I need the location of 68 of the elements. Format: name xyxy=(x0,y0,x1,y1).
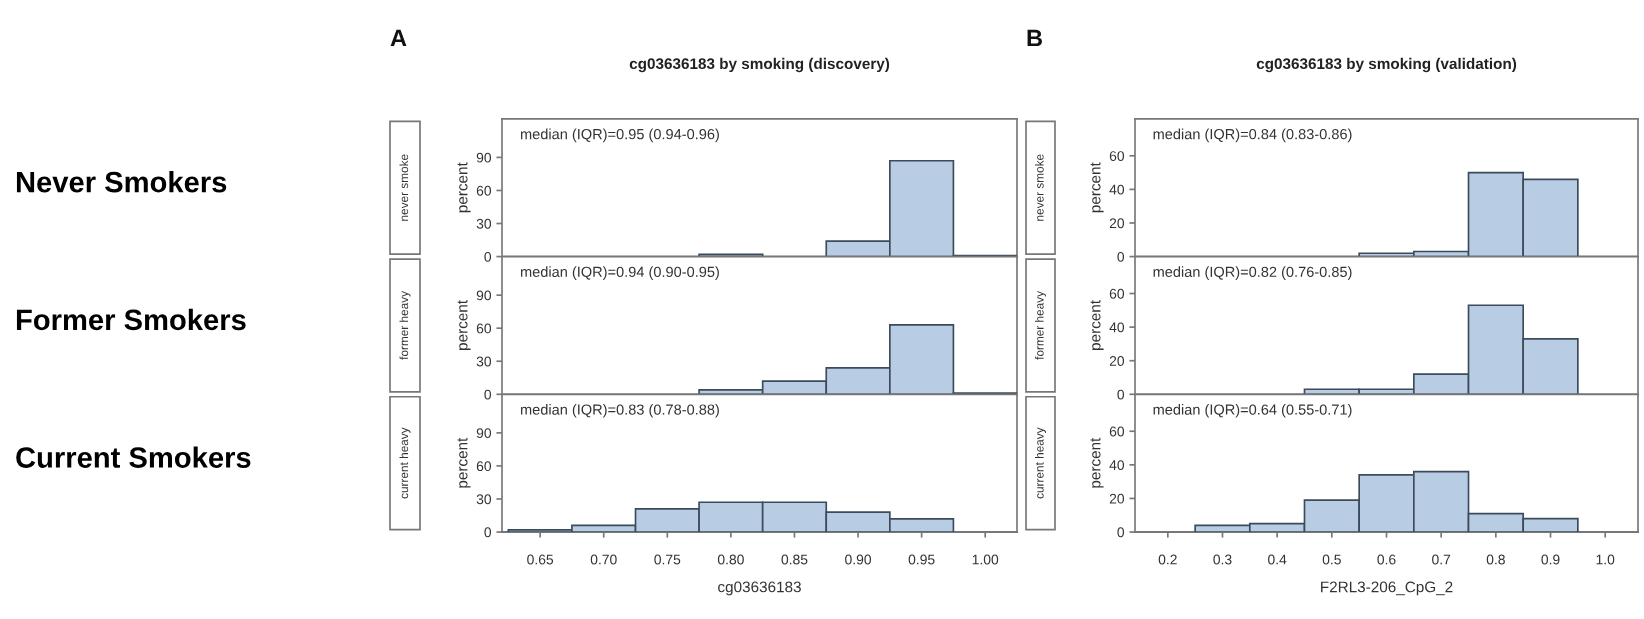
y-tick-label: 40 xyxy=(1109,460,1125,471)
text: Never Smokers xyxy=(16,171,227,193)
y-tick-label: 60 xyxy=(476,461,492,472)
x-tick-label: 0.6 xyxy=(1377,554,1396,565)
y-axis-title: percent xyxy=(1090,300,1104,350)
x-tick-label: 0.3 xyxy=(1213,554,1232,565)
x-tick-label: 0.70 xyxy=(590,554,617,565)
chart-title: cg03636183 by smoking (discovery) xyxy=(629,57,890,73)
x-tick-label: 0.9 xyxy=(1541,554,1560,565)
text: A xyxy=(390,29,407,47)
y-tick-label: 60 xyxy=(476,185,492,196)
text: former heavy xyxy=(1035,291,1046,360)
y-tick-label: 0 xyxy=(1117,527,1125,538)
x-axis-title: cg03636183 xyxy=(718,581,801,596)
y-tick-label: 0 xyxy=(484,251,492,262)
y-tick-label: 30 xyxy=(476,356,492,367)
annotation: median (IQR)=0.64 (0.55-0.71) xyxy=(1153,404,1352,418)
text: never smoke xyxy=(399,154,409,221)
y-tick-label: 20 xyxy=(1109,356,1125,366)
y-tick-label: 30 xyxy=(476,218,492,229)
x-tick-label: 1.00 xyxy=(972,554,999,565)
x-tick-label: 0.80 xyxy=(717,554,744,565)
text: never smoke xyxy=(1035,154,1044,221)
annotation: median (IQR)=0.95 (0.94-0.96) xyxy=(520,128,719,143)
x-tick-label: 0.90 xyxy=(845,554,872,565)
y-tick-label: 60 xyxy=(1109,426,1125,437)
y-tick-label: 90 xyxy=(476,290,492,301)
y-tick-label: 0 xyxy=(1117,251,1125,262)
chart-title: cg03636183 by smoking (validation) xyxy=(1256,57,1517,73)
annotation: median (IQR)=0.94 (0.90-0.95) xyxy=(520,266,719,280)
y-tick-label: 0 xyxy=(484,389,492,400)
y-tick-label: 20 xyxy=(1109,493,1125,504)
y-tick-label: 30 xyxy=(476,494,492,505)
text: current heavy xyxy=(399,427,411,499)
y-tick-label: 60 xyxy=(1109,151,1125,161)
x-tick-label: 0.8 xyxy=(1486,554,1505,565)
y-tick-label: 0 xyxy=(484,527,492,538)
annotation: median (IQR)=0.84 (0.83-0.86) xyxy=(1153,128,1352,143)
y-tick-label: 90 xyxy=(476,152,492,163)
x-tick-label: 1.0 xyxy=(1596,554,1615,565)
x-tick-label: 0.95 xyxy=(908,554,935,565)
y-tick-label: 20 xyxy=(1109,218,1125,229)
text: B xyxy=(1027,29,1042,47)
text: Current Smokers xyxy=(16,446,251,468)
y-axis-title: percent xyxy=(457,162,471,213)
x-tick-label: 0.75 xyxy=(654,554,681,565)
y-axis-title: percent xyxy=(1090,437,1104,488)
x-tick-label: 0.5 xyxy=(1322,554,1341,565)
x-tick-label: 0.85 xyxy=(781,554,808,565)
y-tick-label: 60 xyxy=(1109,288,1125,299)
x-axis-title: F2RL3-206_CpG_2 xyxy=(1321,581,1453,596)
x-tick-label: 0.4 xyxy=(1268,554,1287,565)
text: Former Smokers xyxy=(16,308,246,331)
annotation: median (IQR)=0.83 (0.78-0.88) xyxy=(520,404,719,418)
text: former heavy xyxy=(399,291,411,360)
y-tick-label: 40 xyxy=(1109,184,1125,195)
y-tick-label: 60 xyxy=(476,323,492,334)
text: current heavy xyxy=(1035,427,1046,499)
y-axis-title: percent xyxy=(1090,162,1104,213)
y-tick-label: 0 xyxy=(1117,389,1125,400)
annotation: median (IQR)=0.82 (0.76-0.85) xyxy=(1153,266,1352,280)
y-tick-label: 90 xyxy=(476,428,492,439)
y-tick-label: 40 xyxy=(1109,322,1125,333)
x-tick-label: 0.65 xyxy=(527,554,554,565)
y-axis-title: percent xyxy=(457,300,471,350)
x-tick-label: 0.7 xyxy=(1432,554,1451,565)
y-axis-title: percent xyxy=(457,437,471,488)
x-tick-label: 0.2 xyxy=(1158,554,1177,565)
